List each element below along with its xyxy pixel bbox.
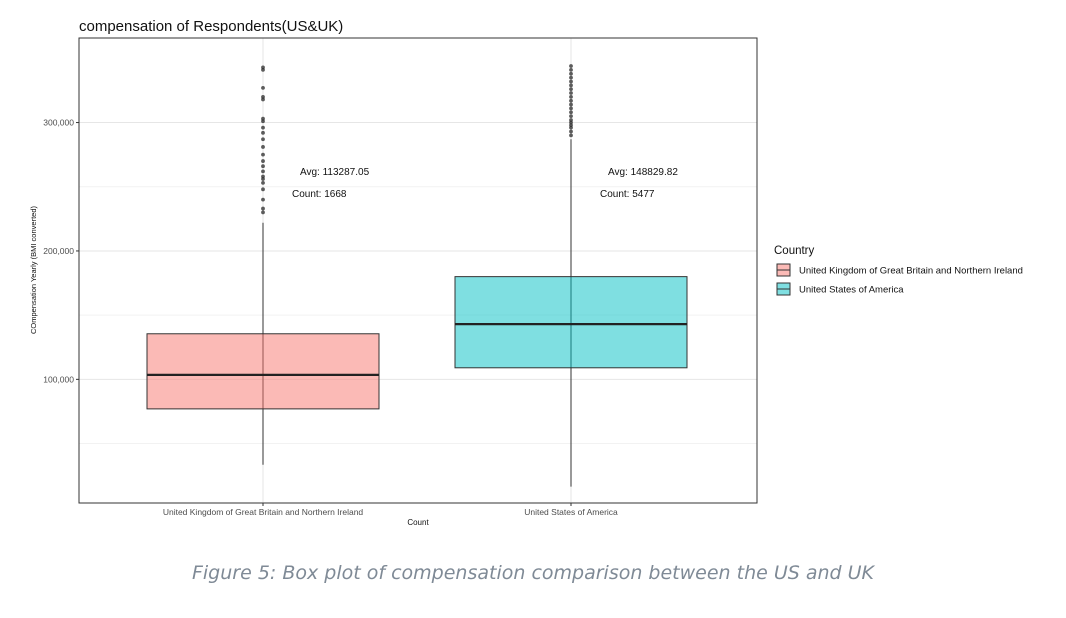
- boxes: Avg: 113287.05 Count: 1668 Avg: 148829.82 C…: [146, 64, 688, 487]
- outlier-point: [569, 64, 573, 68]
- outlier-point: [261, 125, 265, 130]
- outlier-point: [261, 164, 265, 169]
- box-plot-chart: compensation of Respondents(US&UK) Avg: …: [29, 18, 1023, 527]
- outlier-point: [569, 91, 573, 95]
- figure-caption: Figure 5: Box plot of compensation compa…: [191, 562, 875, 584]
- outlier-point: [261, 85, 265, 90]
- outlier-point: [569, 94, 573, 99]
- outlier-point: [569, 98, 573, 103]
- outlier-point: [261, 206, 265, 211]
- outlier-point: [569, 68, 573, 72]
- outlier-point: [261, 180, 265, 185]
- count-annotation: Count: 1668: [292, 189, 347, 200]
- axes: 100,000 200,000 300,000 United Kingdom of G…: [43, 118, 618, 517]
- outlier-point: [569, 118, 573, 122]
- plot-panel-border: [78, 37, 758, 504]
- y-tick-label: 200,000: [43, 246, 74, 256]
- outlier-point: [261, 65, 265, 70]
- box-0: [146, 333, 380, 410]
- outlier-point: [261, 187, 265, 192]
- outlier-point: [261, 159, 265, 163]
- outlier-point: [261, 130, 265, 135]
- outlier-point: [569, 106, 573, 111]
- x-axis-label: Count: [407, 518, 429, 527]
- outlier-point: [261, 145, 265, 149]
- outlier-point: [569, 133, 573, 138]
- outlier-point: [569, 110, 573, 115]
- outlier-point: [261, 116, 265, 121]
- outlier-point: [261, 210, 265, 215]
- outlier-point: [569, 102, 573, 107]
- x-tick-label: United States of America: [524, 507, 618, 517]
- outlier-point: [261, 152, 265, 157]
- chart-title: compensation of Respondents(US&UK): [79, 18, 343, 35]
- avg-annotation: Avg: 148829.82: [608, 167, 678, 178]
- y-tick-label: 300,000: [43, 118, 74, 128]
- outlier-point: [569, 71, 573, 76]
- legend-label-0: United Kingdom of Great Britain and Nort…: [799, 266, 1023, 277]
- legend: Country United Kingdom of Great Britain …: [774, 245, 1023, 296]
- legend-label-1: United States of America: [799, 285, 904, 296]
- outlier-point: [569, 79, 573, 84]
- box-1: [454, 276, 688, 369]
- outlier-point: [569, 75, 573, 80]
- outlier-point: [569, 114, 573, 119]
- outlier-point: [261, 169, 265, 174]
- outlier-point: [261, 137, 265, 142]
- y-tick-label: 100,000: [43, 374, 74, 384]
- outlier-point: [261, 94, 265, 99]
- x-tick-label: United Kingdom of Great Britain and Nort…: [163, 507, 364, 517]
- grid-lines: [79, 38, 757, 503]
- outlier-point: [569, 83, 573, 88]
- outlier-point: [569, 129, 573, 134]
- legend-title: Country: [774, 245, 815, 257]
- count-annotation: Count: 5477: [600, 189, 655, 200]
- outlier-point: [261, 197, 265, 202]
- outlier-point: [261, 174, 265, 179]
- outlier-point: [569, 87, 573, 92]
- avg-annotation: Avg: 113287.05: [300, 167, 370, 178]
- y-axis-label: COmpensation Yearly (BMI converted): [29, 206, 38, 334]
